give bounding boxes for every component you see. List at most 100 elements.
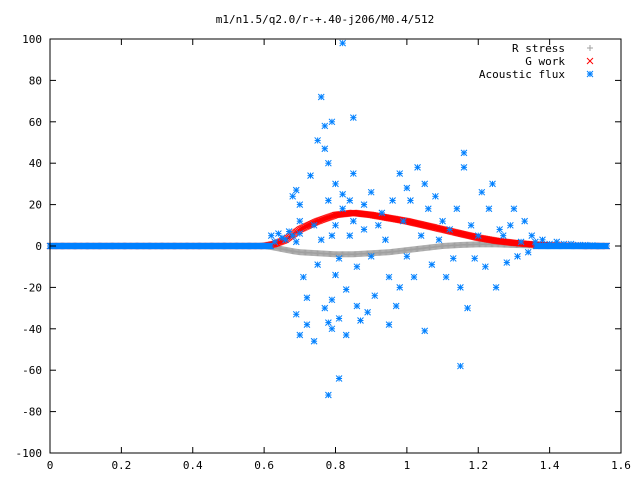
data-point bbox=[321, 145, 329, 153]
data-point bbox=[332, 180, 339, 188]
data-point bbox=[335, 255, 343, 262]
data-point bbox=[328, 118, 336, 126]
data-point bbox=[485, 205, 493, 213]
data-point bbox=[300, 273, 307, 281]
data-point bbox=[603, 242, 611, 250]
data-point bbox=[567, 240, 575, 248]
data-point bbox=[457, 362, 464, 370]
data-point bbox=[349, 170, 357, 177]
data-point bbox=[321, 122, 329, 130]
legend-marker-r-stress bbox=[587, 45, 593, 51]
x-tick-label: 0 bbox=[47, 459, 54, 472]
data-point bbox=[367, 252, 375, 260]
data-point bbox=[528, 232, 536, 240]
data-point bbox=[392, 302, 400, 310]
data-point bbox=[496, 226, 504, 233]
data-point bbox=[339, 205, 346, 213]
data-point bbox=[349, 114, 357, 122]
data-point bbox=[346, 232, 354, 240]
data-point bbox=[539, 236, 546, 244]
data-point bbox=[332, 271, 339, 279]
data-point bbox=[307, 172, 314, 179]
data-point bbox=[328, 232, 336, 240]
y-tick-label: 20 bbox=[29, 199, 42, 212]
data-point bbox=[414, 163, 421, 171]
y-tick-label: 60 bbox=[29, 116, 42, 129]
data-point bbox=[517, 238, 525, 246]
data-point bbox=[467, 221, 475, 229]
data-point bbox=[382, 236, 389, 244]
legend-label-r-stress: R stress bbox=[512, 42, 565, 55]
data-point bbox=[328, 325, 336, 333]
data-point bbox=[296, 217, 304, 225]
data-point bbox=[492, 284, 500, 291]
legend-label-g-work: G work bbox=[525, 55, 565, 68]
data-point bbox=[339, 190, 346, 198]
y-tick-label: -80 bbox=[22, 406, 42, 419]
x-tick-label: 1 bbox=[404, 459, 411, 472]
data-point bbox=[424, 205, 432, 213]
data-point bbox=[460, 149, 468, 157]
data-point bbox=[439, 217, 446, 225]
data-point bbox=[378, 209, 386, 217]
y-tick-label: -40 bbox=[22, 323, 42, 336]
series-acoustic-flux bbox=[46, 39, 611, 399]
data-point bbox=[317, 236, 325, 244]
x-tick-label: 0.6 bbox=[254, 459, 274, 472]
data-point bbox=[303, 321, 311, 329]
data-point bbox=[385, 321, 393, 329]
y-tick-label: -20 bbox=[22, 281, 42, 294]
data-point bbox=[574, 241, 582, 249]
data-point bbox=[457, 284, 464, 291]
data-point bbox=[432, 192, 439, 200]
data-point bbox=[553, 238, 561, 246]
legend: R stress G work Acoustic flux bbox=[479, 42, 594, 81]
y-tick-label: 100 bbox=[22, 33, 42, 46]
data-point bbox=[524, 248, 532, 256]
data-point bbox=[407, 197, 414, 204]
data-point bbox=[360, 201, 368, 208]
data-point bbox=[449, 255, 457, 262]
chart-title: m1/n1.5/q2.0/r-+.40-j206/M0.4/512 bbox=[216, 13, 435, 26]
data-point bbox=[325, 197, 332, 204]
legend-label-acoustic-flux: Acoustic flux bbox=[479, 68, 565, 81]
data-point bbox=[325, 319, 332, 326]
data-point bbox=[296, 230, 304, 237]
data-point bbox=[442, 273, 450, 281]
x-tick-label: 1.4 bbox=[540, 459, 560, 472]
data-point bbox=[403, 184, 411, 192]
data-point bbox=[317, 93, 325, 101]
data-point bbox=[360, 226, 368, 233]
data-point bbox=[421, 327, 429, 335]
data-point bbox=[581, 241, 589, 249]
data-point bbox=[271, 238, 279, 246]
data-point bbox=[521, 217, 528, 225]
data-point bbox=[328, 296, 336, 304]
data-point bbox=[296, 201, 304, 208]
x-tick-label: 1.2 bbox=[468, 459, 488, 472]
data-point bbox=[507, 221, 514, 229]
data-point bbox=[339, 39, 346, 47]
data-point bbox=[499, 232, 507, 240]
y-tick-label: -100 bbox=[16, 447, 43, 460]
data-point bbox=[399, 217, 407, 225]
x-tick-label: 0.4 bbox=[183, 459, 203, 472]
data-point bbox=[367, 188, 375, 196]
data-point bbox=[346, 197, 354, 204]
x-tick-label: 1.6 bbox=[611, 459, 631, 472]
data-point bbox=[510, 205, 518, 213]
data-point bbox=[471, 255, 479, 262]
data-point bbox=[546, 240, 553, 248]
data-point bbox=[474, 232, 482, 240]
data-point bbox=[342, 286, 350, 293]
data-point bbox=[314, 137, 322, 144]
data-point bbox=[292, 186, 300, 194]
data-point bbox=[289, 192, 297, 200]
data-point bbox=[353, 302, 361, 310]
data-point bbox=[396, 170, 404, 177]
data-point bbox=[310, 337, 318, 345]
data-point bbox=[332, 221, 339, 229]
data-point bbox=[289, 232, 297, 240]
data-point bbox=[453, 205, 461, 213]
data-point bbox=[389, 197, 396, 204]
